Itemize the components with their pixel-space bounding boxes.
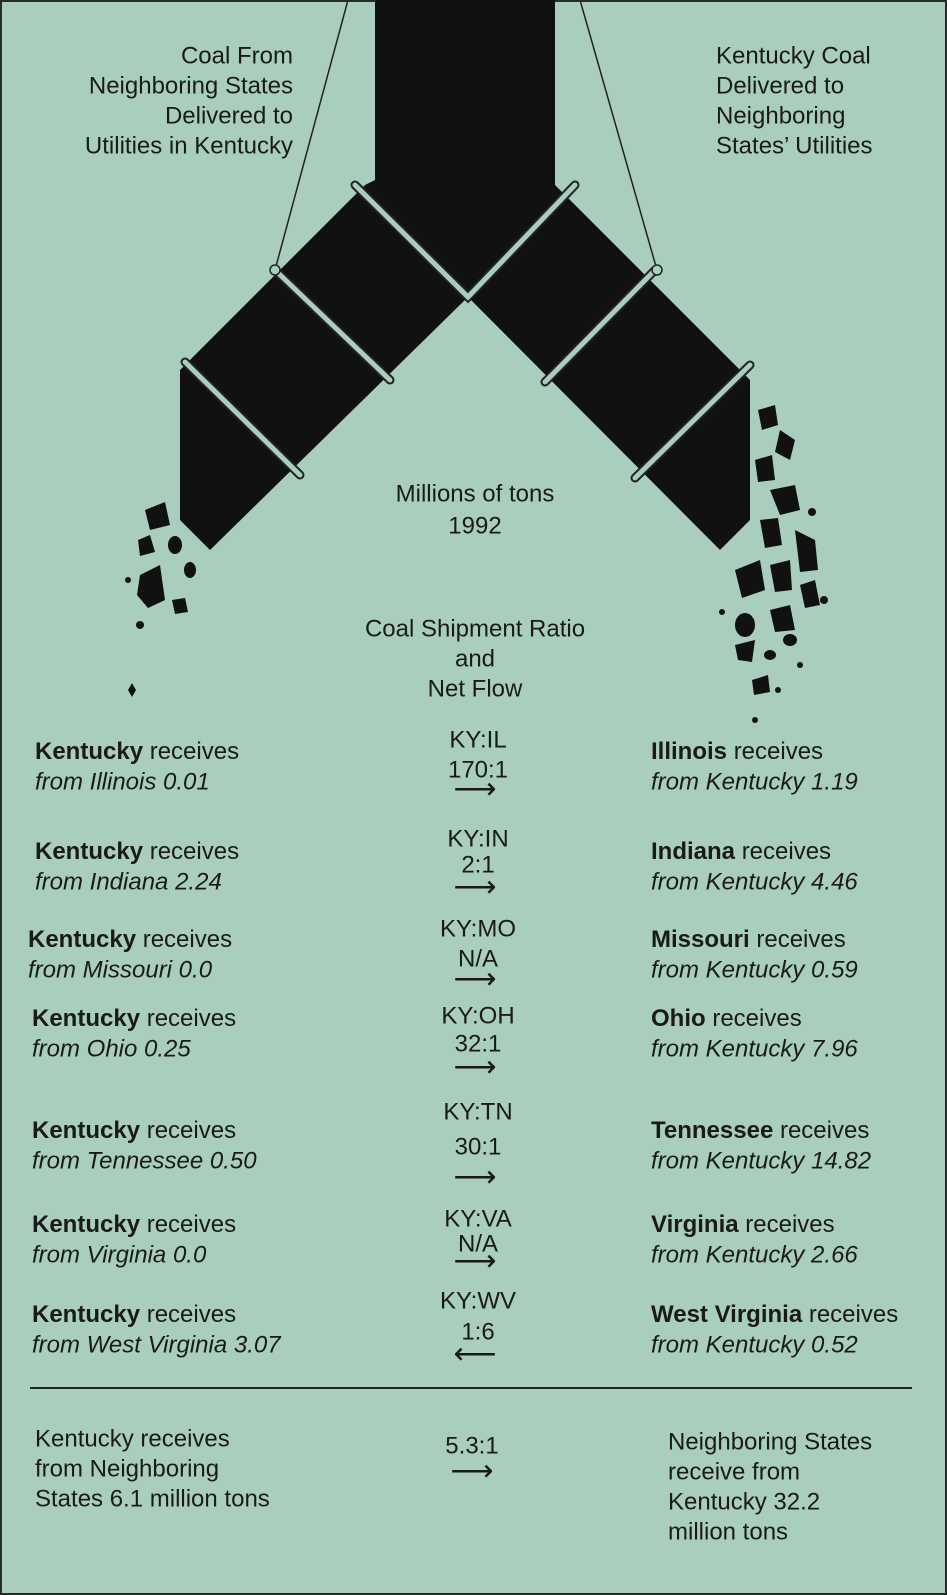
right-caption: Neighboring	[716, 102, 845, 129]
left-caption: Coal From	[181, 42, 293, 69]
left-receives: Kentucky receives	[35, 838, 239, 865]
verb: receives	[809, 1301, 898, 1328]
right-amount: from Kentucky 0.52	[651, 1331, 858, 1358]
state-name: Kentucky	[32, 1301, 141, 1328]
infographic: Coal From Neighboring States Delivered to U…	[0, 0, 947, 1595]
right-caption: Delivered to	[716, 72, 844, 99]
left-amount: from Virginia 0.0	[32, 1241, 207, 1268]
ratio-heading: Coal Shipment Ratio	[365, 615, 585, 642]
summary-left: Kentucky receives	[35, 1425, 230, 1452]
left-amount: from West Virginia 3.07	[32, 1331, 282, 1358]
center-caption: Millions of tons	[396, 480, 555, 507]
summary-left: from Neighboring	[35, 1455, 219, 1482]
flow-arrow: ⟶	[453, 772, 496, 807]
right-receives: Virginia receives	[651, 1211, 835, 1238]
left-amount: from Illinois 0.01	[35, 768, 210, 795]
flow-arrow: ⟶	[453, 1160, 496, 1195]
flow-arrow: ⟶	[453, 870, 496, 905]
left-receives: Kentucky receives	[32, 1005, 236, 1032]
verb: receives	[147, 1005, 236, 1032]
state-name: Missouri	[651, 926, 750, 953]
left-caption: Delivered to	[165, 102, 293, 129]
summary-right: million tons	[668, 1518, 788, 1545]
summary-right: Neighboring States	[668, 1428, 872, 1455]
verb: receives	[780, 1117, 869, 1144]
state-pair: KY:IL	[449, 726, 506, 753]
left-receives: Kentucky receives	[32, 1211, 236, 1238]
flow-arrow: ⟶	[453, 1244, 496, 1279]
right-amount: from Kentucky 1.19	[651, 768, 858, 795]
ratio-heading: Net Flow	[428, 675, 523, 702]
state-name: Virginia	[651, 1211, 739, 1238]
left-amount: from Ohio 0.25	[32, 1035, 191, 1062]
summary-right: Kentucky 32.2	[668, 1488, 820, 1515]
state-name: Kentucky	[32, 1211, 141, 1238]
summary-left: States 6.1 million tons	[35, 1485, 270, 1512]
verb: receives	[745, 1211, 834, 1238]
state-name: Kentucky	[28, 926, 137, 953]
state-pair: KY:MO	[440, 915, 516, 942]
right-amount: from Kentucky 7.96	[651, 1035, 858, 1062]
right-amount: from Kentucky 14.82	[651, 1147, 871, 1174]
verb: receives	[150, 738, 239, 765]
left-receives: Kentucky receives	[32, 1301, 236, 1328]
state-name: Tennessee	[651, 1117, 773, 1144]
ratio: 30:1	[455, 1133, 502, 1160]
left-receives: Kentucky receives	[28, 926, 232, 953]
verb: receives	[147, 1117, 236, 1144]
left-amount: from Missouri 0.0	[28, 956, 213, 983]
state-name: West Virginia	[651, 1301, 803, 1328]
right-receives: Ohio receives	[651, 1005, 802, 1032]
right-amount: from Kentucky 0.59	[651, 956, 858, 983]
right-receives: Tennessee receives	[651, 1117, 869, 1144]
right-receives: Illinois receives	[651, 738, 823, 765]
flow-arrow: ⟶	[453, 1050, 496, 1085]
center-caption: 1992	[448, 512, 501, 539]
verb: receives	[742, 838, 831, 865]
state-name: Ohio	[651, 1005, 706, 1032]
verb: receives	[147, 1211, 236, 1238]
state-pair: KY:OH	[441, 1002, 514, 1029]
state-name: Illinois	[651, 738, 727, 765]
state-name: Indiana	[651, 838, 736, 865]
ratio-heading: and	[455, 645, 495, 672]
summary-arrow: ⟶	[450, 1454, 493, 1489]
verb: receives	[147, 1301, 236, 1328]
state-pair: KY:TN	[443, 1098, 512, 1125]
state-pair: KY:VA	[444, 1205, 512, 1232]
state-name: Kentucky	[32, 1005, 141, 1032]
state-name: Kentucky	[35, 838, 144, 865]
summary-right: receive from	[668, 1458, 800, 1485]
verb: receives	[712, 1005, 801, 1032]
left-amount: from Indiana 2.24	[35, 868, 222, 895]
state-name: Kentucky	[35, 738, 144, 765]
state-name: Kentucky	[32, 1117, 141, 1144]
state-pair: KY:WV	[440, 1287, 516, 1314]
left-caption: Utilities in Kentucky	[85, 132, 293, 159]
flow-arrow: ⟵	[453, 1337, 496, 1372]
verb: receives	[143, 926, 232, 953]
state-pair: KY:IN	[447, 825, 508, 852]
verb: receives	[734, 738, 823, 765]
left-caption: Neighboring States	[89, 72, 293, 99]
verb: receives	[150, 838, 239, 865]
left-receives: Kentucky receives	[32, 1117, 236, 1144]
right-receives: West Virginia receives	[651, 1301, 898, 1328]
right-caption: Kentucky Coal	[716, 42, 871, 69]
left-receives: Kentucky receives	[35, 738, 239, 765]
verb: receives	[756, 926, 845, 953]
right-amount: from Kentucky 4.46	[651, 868, 858, 895]
right-receives: Missouri receives	[651, 926, 846, 953]
right-receives: Indiana receives	[651, 838, 831, 865]
right-caption: States’ Utilities	[716, 132, 873, 159]
right-amount: from Kentucky 2.66	[651, 1241, 858, 1268]
flow-arrow: ⟶	[453, 962, 496, 997]
left-amount: from Tennessee 0.50	[32, 1147, 257, 1174]
